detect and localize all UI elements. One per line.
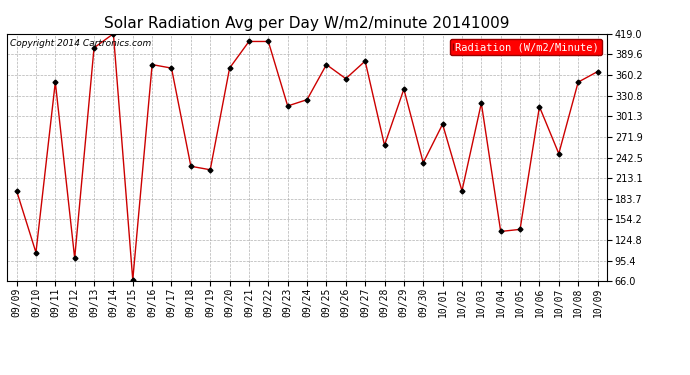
Legend: Radiation (W/m2/Minute): Radiation (W/m2/Minute) bbox=[450, 39, 602, 55]
Title: Solar Radiation Avg per Day W/m2/minute 20141009: Solar Radiation Avg per Day W/m2/minute … bbox=[104, 16, 510, 31]
Text: Copyright 2014 Cartronics.com: Copyright 2014 Cartronics.com bbox=[10, 39, 151, 48]
